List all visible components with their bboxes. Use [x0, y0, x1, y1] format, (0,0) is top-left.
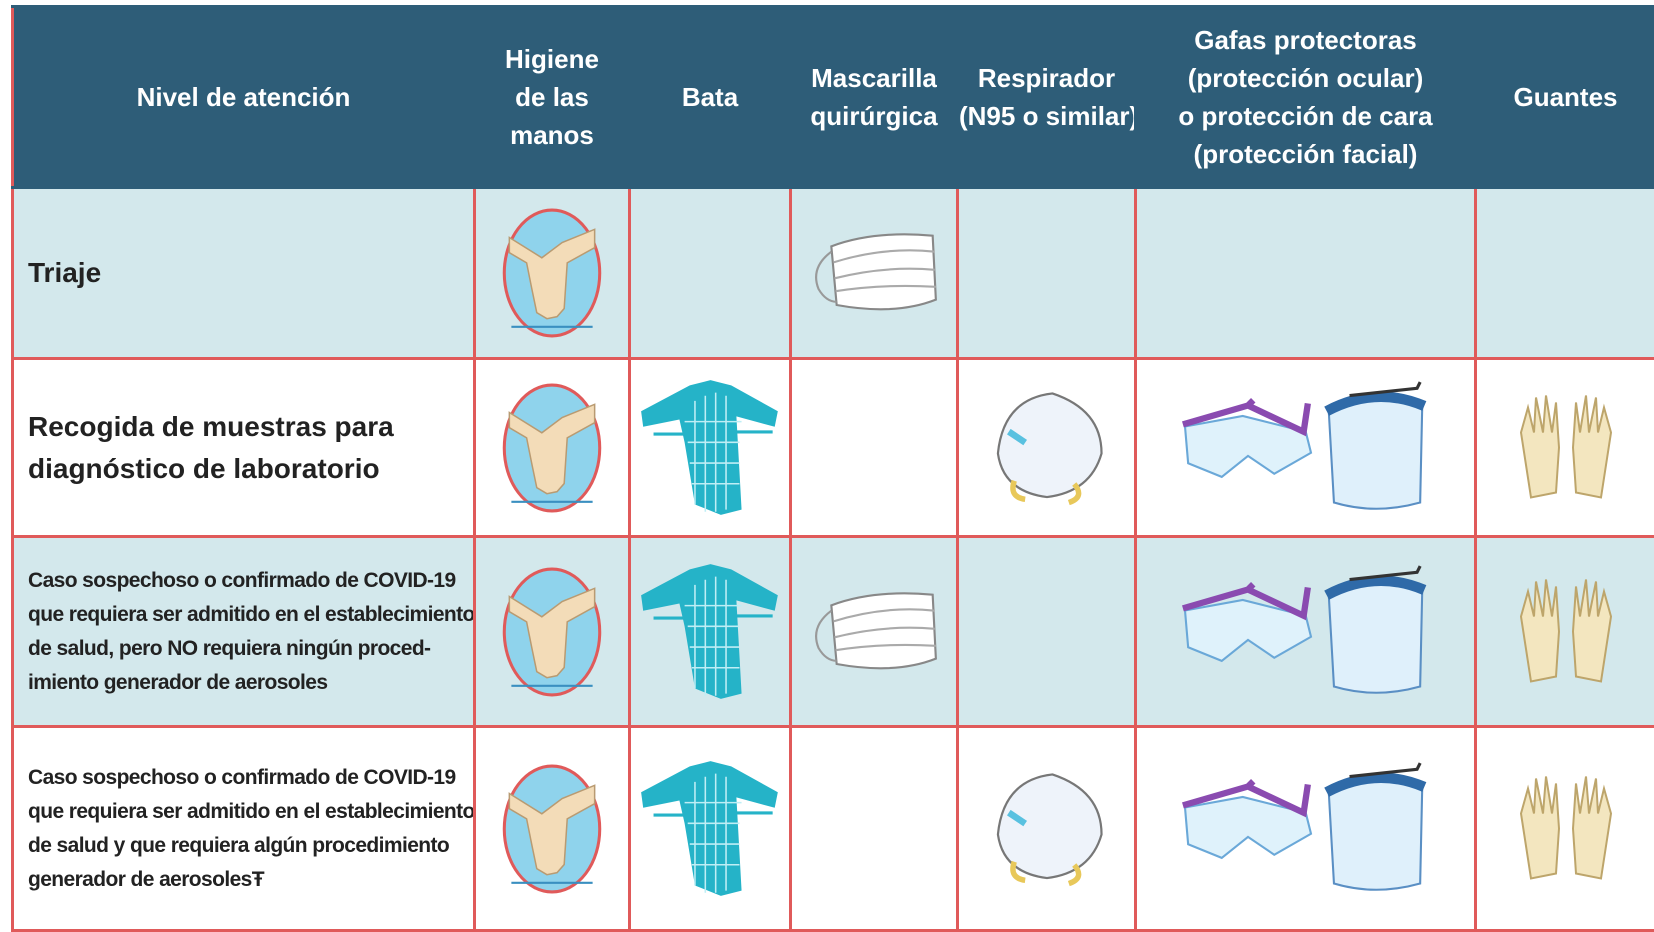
cell	[1136, 727, 1476, 931]
cell	[475, 188, 630, 359]
label-text: diagnóstico de laboratorio	[28, 448, 473, 490]
header-text: manos	[476, 116, 628, 154]
header-text: Gafas protectoras	[1137, 21, 1474, 59]
face-shield-icon	[1318, 564, 1433, 699]
header-cell: Gafas protectoras(protección ocular)o pr…	[1136, 7, 1476, 188]
label-text: Caso sospechoso o confirmado de COVID-19	[28, 564, 473, 598]
gown-icon	[638, 380, 783, 515]
header-text: Bata	[631, 78, 789, 116]
gloves-icon	[1516, 574, 1616, 689]
cell	[630, 188, 791, 359]
goggles-icon	[1178, 395, 1318, 500]
cell	[791, 359, 958, 537]
header-text: (protección ocular)	[1137, 59, 1474, 97]
cell	[630, 537, 791, 727]
header-text: Guantes	[1477, 78, 1654, 116]
cell	[1476, 727, 1654, 931]
cell	[1136, 537, 1476, 727]
face-shield-icon	[1318, 380, 1433, 515]
label-text: generador de aerosolesŦ	[28, 863, 473, 897]
gown-icon	[638, 564, 783, 699]
respirator-icon	[987, 769, 1107, 889]
label-text: de salud, pero NO requiera ningún proced…	[28, 632, 473, 666]
label-text: que requiera ser admitido en el establec…	[28, 598, 473, 632]
label-text: que requiera ser admitido en el establec…	[28, 795, 473, 829]
surgical-mask-icon	[810, 223, 938, 323]
cell	[1476, 537, 1654, 727]
header-text: Respirador	[959, 59, 1134, 97]
cell	[1476, 359, 1654, 537]
cell	[791, 727, 958, 931]
cell	[475, 727, 630, 931]
cell	[791, 188, 958, 359]
cell	[958, 537, 1136, 727]
header-text: quirúrgica	[792, 97, 956, 135]
label-text: Caso sospechoso o confirmado de COVID-19	[28, 761, 473, 795]
cell	[1136, 359, 1476, 537]
header-text: (N95 o similar)	[959, 97, 1134, 135]
header-text: de las	[476, 78, 628, 116]
cell	[1136, 188, 1476, 359]
cell	[1476, 188, 1654, 359]
hand-hygiene-icon	[498, 566, 606, 698]
header-cell: Respirador(N95 o similar)	[958, 7, 1136, 188]
gloves-icon	[1516, 771, 1616, 886]
respirator-icon	[987, 388, 1107, 508]
hand-hygiene-icon	[498, 763, 606, 895]
cell	[791, 537, 958, 727]
row: Caso sospechoso o confirmado de COVID-19…	[13, 727, 1654, 931]
goggles-icon	[1178, 776, 1318, 881]
label-text: Triaje	[28, 252, 473, 294]
header-cell: Nivel de atención	[13, 7, 475, 188]
cell	[630, 359, 791, 537]
surgical-mask-icon	[810, 582, 938, 682]
label-text: imiento generador de aerosoles	[28, 666, 473, 700]
cell	[958, 727, 1136, 931]
label-text: de salud y que requiera algún procedimie…	[28, 829, 473, 863]
gloves-icon	[1516, 390, 1616, 505]
header-text: Nivel de atención	[14, 78, 473, 116]
hand-hygiene-icon	[498, 207, 606, 339]
header-text: (protección facial)	[1137, 135, 1474, 173]
header-cell: Bata	[630, 7, 791, 188]
goggles-icon	[1178, 579, 1318, 684]
cell	[958, 359, 1136, 537]
cell	[475, 359, 630, 537]
header-text: Mascarilla	[792, 59, 956, 97]
cell	[630, 727, 791, 931]
hand-hygiene-icon	[498, 382, 606, 514]
cell	[475, 537, 630, 727]
row-label: Caso sospechoso o confirmado de COVID-19…	[13, 727, 475, 931]
face-shield-icon	[1318, 761, 1433, 896]
header-text: o protección de cara	[1137, 97, 1474, 135]
row-label: Caso sospechoso o confirmado de COVID-19…	[13, 537, 475, 727]
row-label: Triaje	[13, 188, 475, 359]
label-text: Recogida de muestras para	[28, 406, 473, 448]
cell	[958, 188, 1136, 359]
row: Triaje	[13, 188, 1654, 359]
gown-icon	[638, 761, 783, 896]
row: Caso sospechoso o confirmado de COVID-19…	[13, 537, 1654, 727]
header-cell: Guantes	[1476, 7, 1654, 188]
header-text: Higiene	[476, 40, 628, 78]
